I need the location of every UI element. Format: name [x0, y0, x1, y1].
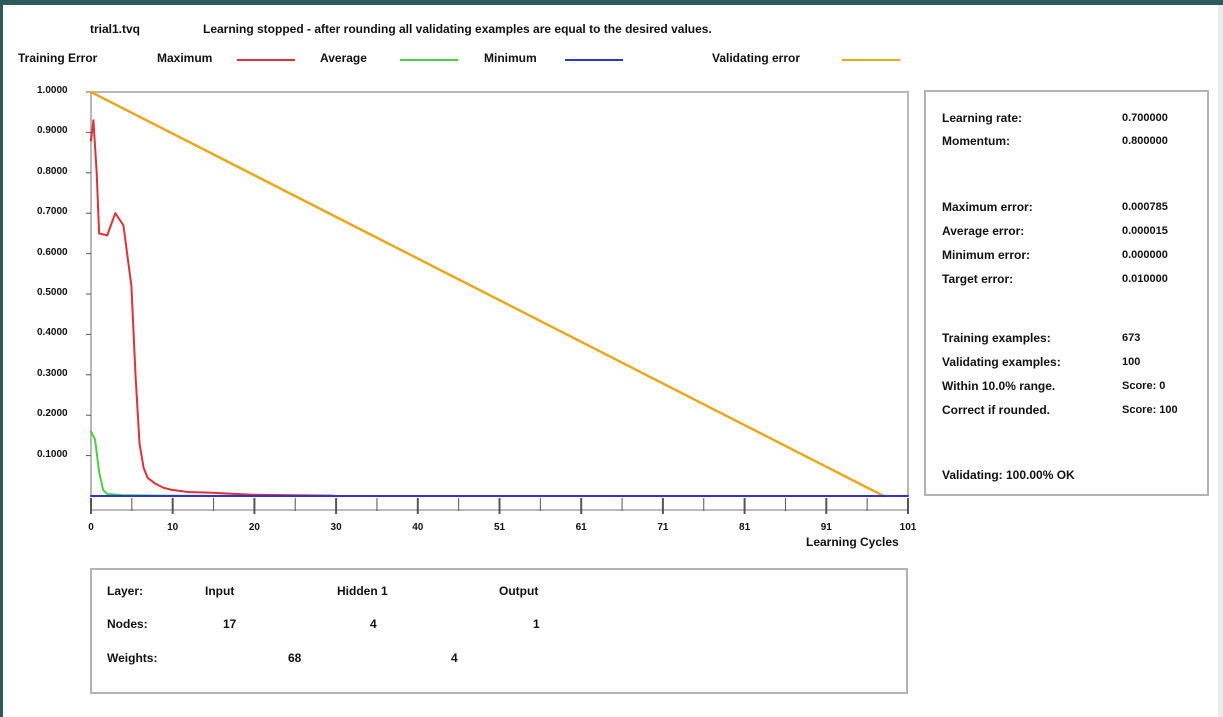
training-examples-label: Training examples:: [942, 331, 1051, 345]
training-info-panel: Learning rate: 0.700000 Momentum: 0.8000…: [924, 90, 1209, 496]
network-structure-panel: Layer: Input Hidden 1 Output Nodes: 17 4…: [90, 568, 908, 694]
training-examples-value: 673: [1122, 332, 1140, 344]
validating-examples-label: Validating examples:: [942, 355, 1061, 369]
nodes-hidden-1: 4: [370, 617, 377, 631]
max-error-value: 0.000785: [1122, 201, 1168, 213]
weights-input-hidden: 68: [288, 651, 301, 665]
within-range-value: Score: 0: [1122, 380, 1165, 392]
learning-rate-label: Learning rate:: [942, 111, 1022, 125]
correct-rounded-value: Score: 100: [1122, 404, 1178, 416]
x-tick-label: 91: [811, 522, 841, 533]
max-error-label: Maximum error:: [942, 200, 1033, 214]
momentum-value: 0.800000: [1122, 135, 1168, 147]
plot-frame: [91, 92, 908, 496]
within-range-label: Within 10.0% range.: [942, 379, 1055, 393]
layer-output: Output: [499, 584, 538, 598]
target-error-label: Target error:: [942, 272, 1013, 286]
x-tick-label: 71: [648, 522, 678, 533]
x-tick-label: 51: [485, 522, 515, 533]
x-tick-label: 40: [403, 522, 433, 533]
x-tick-label: 20: [239, 522, 269, 533]
nodes-output: 1: [533, 617, 540, 631]
layer-input: Input: [205, 584, 234, 598]
min-error-value: 0.000000: [1122, 249, 1168, 261]
x-axis-title: Learning Cycles: [806, 535, 899, 549]
validating-examples-value: 100: [1122, 356, 1140, 368]
validating-result: Validating: 100.00% OK: [942, 468, 1075, 482]
chart-axes: [86, 92, 908, 514]
avg-error-label: Average error:: [942, 224, 1024, 238]
x-tick-label: 30: [321, 522, 351, 533]
min-error-label: Minimum error:: [942, 248, 1030, 262]
avg-error-value: 0.000015: [1122, 225, 1168, 237]
layer-label: Layer:: [107, 584, 143, 598]
layer-hidden-1: Hidden 1: [337, 584, 388, 598]
learning-rate-value: 0.700000: [1122, 112, 1168, 124]
correct-rounded-label: Correct if rounded.: [942, 403, 1050, 417]
nodes-input: 17: [223, 617, 236, 631]
x-tick-label: 61: [566, 522, 596, 533]
momentum-label: Momentum:: [942, 134, 1010, 148]
x-tick-label: 101: [893, 522, 923, 533]
nodes-label: Nodes:: [107, 617, 148, 631]
x-tick-label: 0: [76, 522, 106, 533]
weights-hidden-output: 4: [451, 651, 458, 665]
x-tick-label: 81: [730, 522, 760, 533]
weights-label: Weights:: [107, 651, 157, 665]
x-tick-label: 10: [158, 522, 188, 533]
target-error-value: 0.010000: [1122, 273, 1168, 285]
